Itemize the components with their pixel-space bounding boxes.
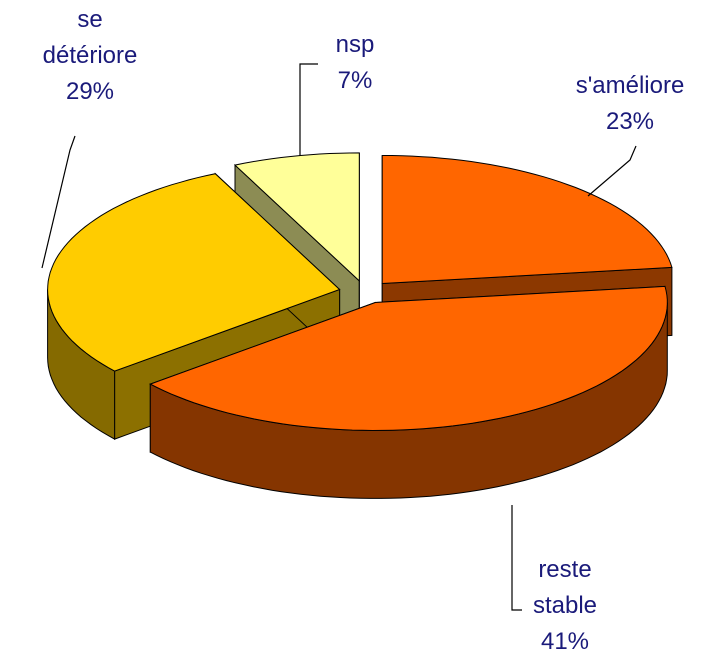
leader-line: [511, 505, 522, 611]
leader-line: [299, 63, 318, 156]
slice-value-label: 41%: [540, 628, 590, 655]
slice-label: reste stable: [532, 556, 598, 619]
slice-label: se détériore: [42, 6, 138, 69]
slice-top: [47, 173, 341, 372]
slice-top: [381, 155, 673, 285]
leader-line: [587, 145, 637, 197]
slice-value-label: 29%: [65, 78, 115, 105]
slice-label: nsp: [335, 31, 375, 58]
slice-label: s'améliore: [575, 72, 685, 99]
pie-slice: [149, 285, 668, 499]
leader-line: [41, 135, 76, 269]
slice-value-label: 7%: [337, 67, 373, 94]
slice-top: [149, 285, 668, 432]
slice-top: [233, 152, 360, 283]
slice-value-label: 23%: [605, 108, 655, 135]
